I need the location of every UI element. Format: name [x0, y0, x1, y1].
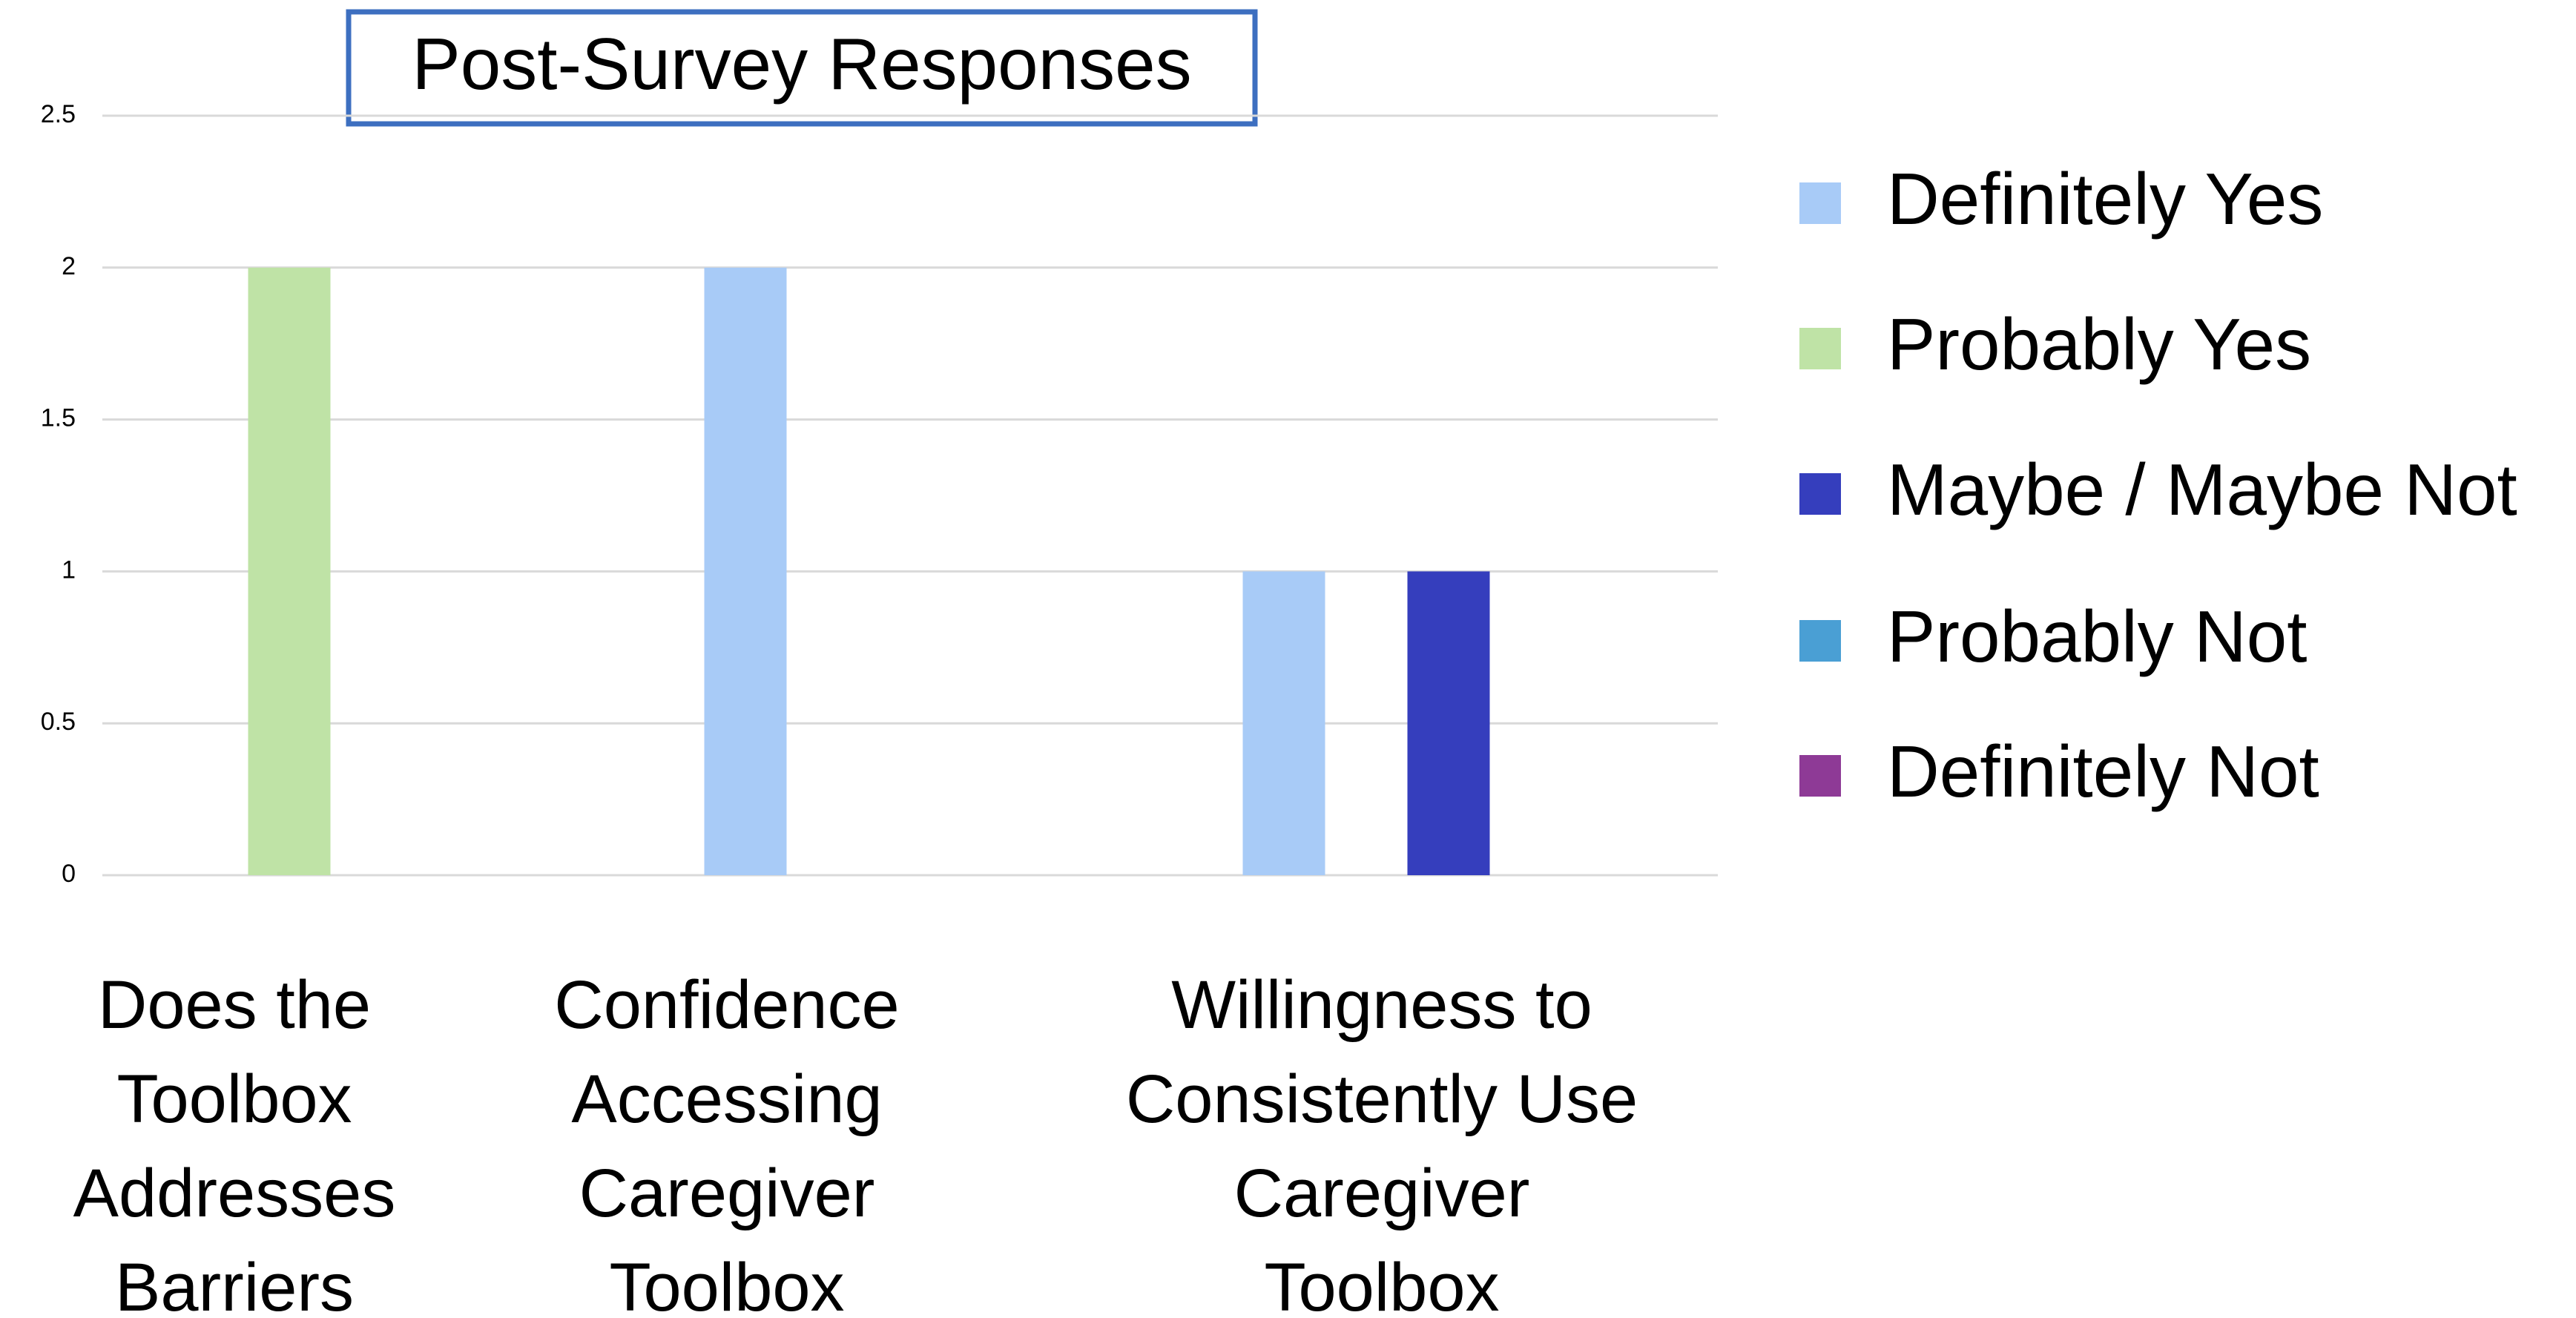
y-tick-label: 0.5: [41, 708, 76, 736]
x-tick-label: Does the Toolbox Addresses Barriers: [73, 967, 396, 1318]
y-tick-label: 2.5: [41, 100, 76, 128]
y-tick-label: 1.5: [41, 404, 76, 432]
bar: [248, 267, 331, 875]
y-tick-label: 2: [62, 252, 76, 280]
y-tick-label: 0: [62, 860, 76, 888]
legend-label: Definitely Yes: [1887, 158, 2323, 240]
x-tick-label: Confidence Accessing Caregiver Toolbox: [554, 967, 900, 1318]
legend-swatch: [1799, 473, 1841, 515]
legend-swatch: [1799, 620, 1841, 662]
legend-label: Probably Yes: [1887, 303, 2311, 385]
legend-label: Maybe / Maybe Not: [1887, 449, 2517, 530]
x-tick-label: Willingness to Consistently Use Caregive…: [1125, 967, 1638, 1318]
y-tick-label: 1: [62, 556, 76, 584]
legend-label: Definitely Not: [1887, 731, 2319, 812]
legend-swatch: [1799, 755, 1841, 797]
legend-label: Probably Not: [1887, 596, 2307, 677]
title-box: [346, 9, 1258, 127]
bar: [1407, 571, 1490, 875]
chart-title: Post-Survey Responses: [412, 23, 1191, 105]
bar: [1242, 571, 1325, 875]
legend-swatch: [1799, 328, 1841, 369]
bar: [704, 267, 787, 875]
legend-swatch: [1799, 182, 1841, 224]
